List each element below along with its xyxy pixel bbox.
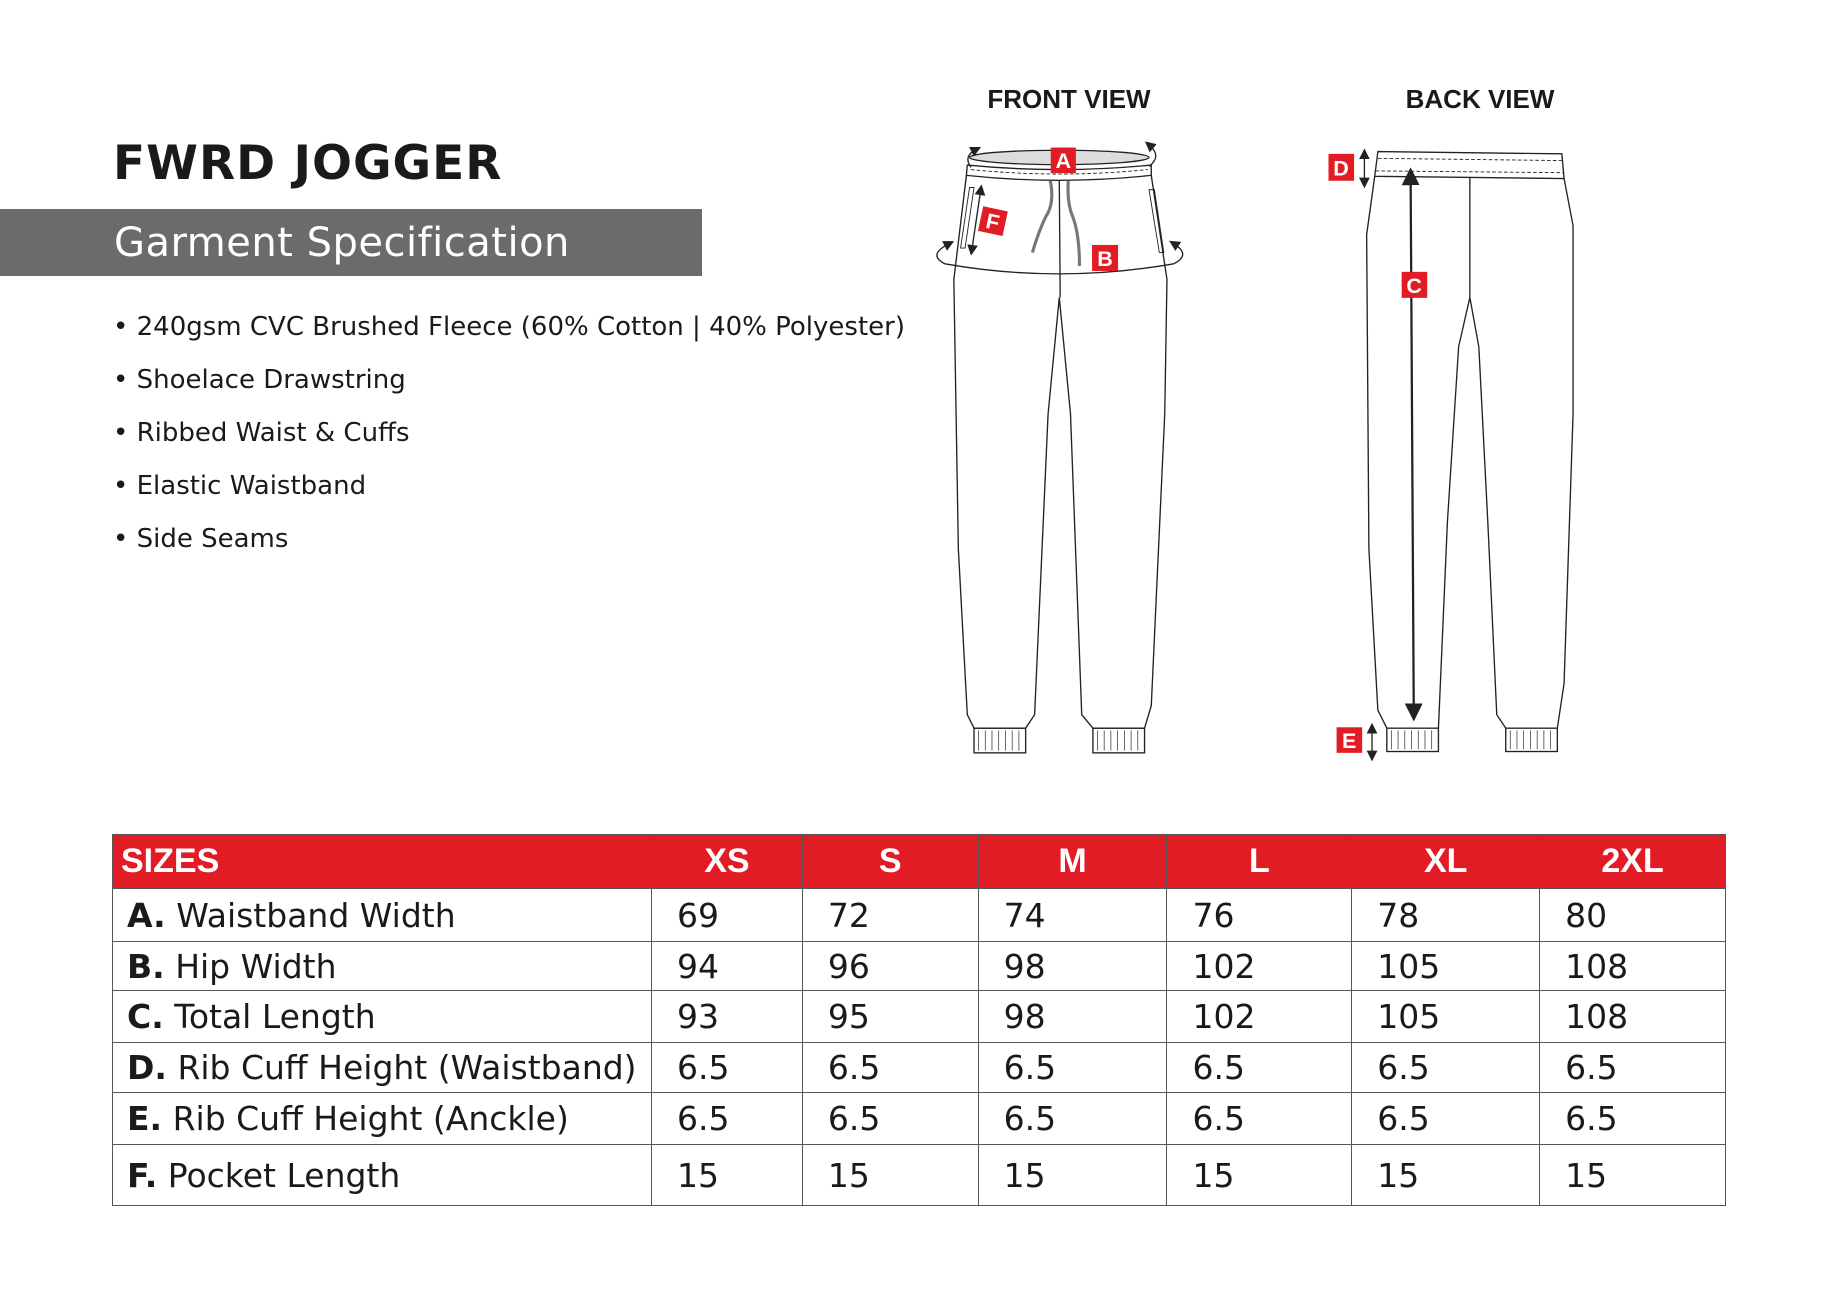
measurement-label: E. Rib Cuff Height (Anckle)	[112, 1092, 652, 1145]
value-cell: 6.5	[1351, 1092, 1541, 1145]
table-row: A. Waistband Width 69 72 74 76 78 80	[112, 888, 1726, 942]
measurement-label: C. Total Length	[112, 990, 652, 1043]
front-view-label: FRONT VIEW	[987, 84, 1151, 114]
value-cell: 15	[977, 1144, 1168, 1206]
value-cell: 72	[801, 888, 979, 942]
value-cell: 96	[801, 941, 979, 991]
value-cell: 15	[1166, 1144, 1353, 1206]
value-cell: 6.5	[801, 1042, 979, 1093]
measurement-code: B.	[127, 946, 165, 986]
header-cell: XL	[1351, 834, 1541, 889]
measurement-name: Waistband Width	[176, 895, 456, 935]
value-cell: 98	[977, 941, 1168, 991]
value-cell: 102	[1166, 990, 1353, 1043]
header-cell: SIZES	[112, 834, 652, 889]
marker-d: D	[1333, 156, 1349, 180]
value-cell: 6.5	[650, 1092, 803, 1145]
measurement-name: Pocket Length	[167, 1155, 401, 1195]
marker-b: B	[1097, 247, 1113, 271]
measurement-code: C.	[127, 997, 164, 1036]
table-row: D. Rib Cuff Height (Waistband) 6.5 6.5 6.5 6…	[112, 1042, 1726, 1093]
table-row: F. Pocket Length 15 15 15 15 15 15	[112, 1144, 1726, 1206]
value-cell: 6.5	[1166, 1042, 1353, 1093]
feature-item: 240gsm CVC Brushed Fleece (60% Cotton | …	[113, 310, 905, 363]
measurement-label: F. Pocket Length	[112, 1144, 652, 1206]
size-chart-table: SIZES XS S M L XL 2XL A. Waistband Width…	[112, 834, 1726, 1206]
subtitle: Garment Specification	[114, 220, 570, 266]
header-cell: 2XL	[1539, 834, 1726, 889]
value-cell: 6.5	[801, 1092, 979, 1145]
value-cell: 6.5	[1166, 1092, 1353, 1145]
value-cell: 108	[1539, 941, 1726, 991]
measurement-name: Hip Width	[175, 946, 337, 986]
measurement-name: Rib Cuff Height (Anckle)	[172, 1099, 569, 1138]
feature-item: Elastic Waistband	[113, 469, 905, 522]
measurement-code: D.	[127, 1048, 167, 1087]
value-cell: 6.5	[977, 1042, 1168, 1093]
feature-item: Side Seams	[113, 522, 905, 575]
marker-a: A	[1056, 149, 1072, 173]
value-cell: 74	[977, 888, 1168, 942]
table-header-row: SIZES XS S M L XL 2XL	[112, 834, 1726, 889]
value-cell: 6.5	[1539, 1092, 1726, 1145]
measurement-name: Total Length	[174, 997, 376, 1036]
value-cell: 105	[1351, 990, 1541, 1043]
value-cell: 78	[1351, 888, 1541, 942]
value-cell: 15	[1351, 1144, 1541, 1206]
garment-drawing: A B F C D E	[936, 141, 1574, 762]
value-cell: 15	[801, 1144, 979, 1206]
feature-item: Shoelace Drawstring	[113, 363, 905, 416]
value-cell: 108	[1539, 990, 1726, 1043]
back-view-label: BACK VIEW	[1405, 84, 1555, 114]
value-cell: 94	[650, 941, 803, 991]
measurement-label: A. Waistband Width	[112, 888, 652, 942]
value-cell: 95	[801, 990, 979, 1043]
measurement-code: A.	[127, 895, 166, 935]
marker-e: E	[1342, 729, 1356, 753]
value-cell: 93	[650, 990, 803, 1043]
front-pants-drawing	[936, 141, 1184, 754]
feature-item: Ribbed Waist & Cuffs	[113, 416, 905, 469]
table-row: B. Hip Width 94 96 98 102 105 108	[112, 941, 1726, 991]
subtitle-banner: Garment Specification	[0, 209, 702, 276]
feature-list: 240gsm CVC Brushed Fleece (60% Cotton | …	[113, 310, 905, 575]
header-cell: M	[977, 834, 1168, 889]
value-cell: 15	[650, 1144, 803, 1206]
header-cell: S	[801, 834, 979, 889]
value-cell: 102	[1166, 941, 1353, 991]
measurement-label: B. Hip Width	[112, 941, 652, 991]
value-cell: 98	[977, 990, 1168, 1043]
value-cell: 6.5	[1539, 1042, 1726, 1093]
value-cell: 15	[1539, 1144, 1726, 1206]
product-title: FWRD JOGGER	[113, 136, 503, 191]
value-cell: 6.5	[977, 1092, 1168, 1145]
value-cell: 6.5	[650, 1042, 803, 1093]
marker-f: F	[984, 209, 1002, 235]
header-cell: L	[1166, 834, 1353, 889]
back-pants-drawing	[1359, 148, 1574, 762]
measurement-name: Rib Cuff Height (Waistband)	[177, 1048, 637, 1087]
value-cell: 6.5	[1351, 1042, 1541, 1093]
table-row: C. Total Length 93 95 98 102 105 108	[112, 990, 1726, 1043]
table-row: E. Rib Cuff Height (Anckle) 6.5 6.5 6.5 6.5 6…	[112, 1092, 1726, 1145]
marker-c: C	[1406, 274, 1422, 298]
value-cell: 76	[1166, 888, 1353, 942]
value-cell: 105	[1351, 941, 1541, 991]
measurement-code: F.	[127, 1155, 158, 1195]
value-cell: 69	[650, 888, 803, 942]
measurement-code: E.	[127, 1099, 163, 1138]
header-cell: XS	[650, 834, 803, 889]
measurement-label: D. Rib Cuff Height (Waistband)	[112, 1042, 652, 1093]
value-cell: 80	[1539, 888, 1726, 942]
